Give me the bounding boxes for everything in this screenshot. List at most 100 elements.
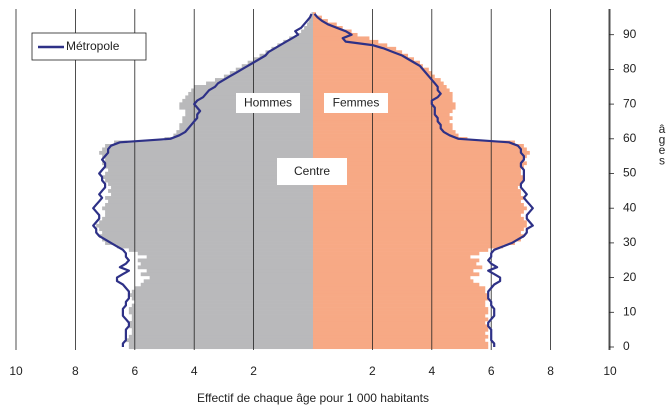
x-tick-label: 6	[488, 364, 495, 378]
x-tick-label: 6	[131, 364, 138, 378]
bar	[131, 317, 313, 322]
bar	[313, 234, 524, 238]
bar	[313, 60, 420, 65]
bar	[102, 230, 313, 235]
bar	[313, 161, 527, 166]
bar	[108, 182, 313, 186]
bar	[313, 241, 515, 245]
bar	[313, 137, 468, 141]
bar	[134, 300, 313, 304]
bar	[313, 286, 486, 291]
bar	[105, 202, 313, 207]
bar	[313, 88, 450, 93]
series-label-box	[236, 93, 300, 113]
bar	[313, 293, 489, 297]
bar	[301, 29, 313, 34]
bar	[105, 241, 313, 245]
bar	[313, 168, 521, 173]
x-axis-label: Effectif de chaque âge pour 1 000 habita…	[197, 391, 429, 405]
series-label-box	[324, 93, 388, 113]
bar	[313, 43, 388, 48]
bar	[259, 53, 313, 58]
bar	[313, 303, 486, 308]
bar	[105, 164, 313, 169]
bar	[99, 150, 313, 155]
bar	[313, 119, 450, 124]
bar	[111, 192, 313, 197]
bar	[313, 310, 489, 315]
bar	[283, 39, 313, 44]
bar	[105, 209, 313, 214]
bar	[313, 255, 471, 259]
bar	[313, 133, 459, 138]
bar	[313, 154, 527, 159]
bar	[131, 331, 313, 336]
bar	[313, 275, 471, 280]
bar	[313, 230, 521, 235]
bar	[313, 147, 527, 152]
bar	[105, 196, 313, 200]
bar	[128, 310, 313, 315]
bar	[313, 36, 370, 41]
bar	[105, 213, 313, 218]
bar	[313, 171, 521, 176]
y-tick-label: 0	[623, 339, 630, 353]
bar	[131, 327, 313, 332]
bar	[313, 289, 486, 294]
bar	[313, 307, 489, 311]
bar	[313, 213, 521, 218]
bar	[149, 275, 313, 280]
bar	[105, 171, 313, 176]
bar	[310, 15, 313, 20]
bar	[128, 324, 313, 329]
bar	[313, 199, 521, 204]
x-tick-label: 2	[250, 364, 257, 378]
bar	[102, 237, 313, 242]
bar	[313, 192, 521, 197]
bar	[313, 282, 480, 287]
bar	[313, 265, 483, 270]
bar	[313, 178, 524, 183]
bar	[313, 345, 489, 350]
bar	[313, 227, 524, 232]
bar	[146, 255, 313, 259]
reference-line	[92, 13, 313, 347]
bar	[116, 244, 313, 249]
bar	[131, 314, 313, 318]
bar	[313, 334, 489, 339]
bar	[313, 327, 489, 332]
bar	[102, 216, 313, 221]
bar	[102, 206, 313, 211]
y-tick-label: 80	[623, 62, 637, 76]
bar	[313, 216, 524, 221]
bar	[102, 147, 313, 152]
y-tick-label: 30	[623, 235, 637, 249]
bar	[128, 341, 313, 346]
bar	[265, 50, 313, 55]
bar	[311, 12, 313, 16]
bar	[114, 140, 313, 145]
bar	[313, 300, 486, 304]
bar	[99, 220, 313, 225]
y-tick-label: 20	[623, 270, 637, 284]
legend-label: Métropole	[66, 39, 120, 53]
bar	[137, 258, 313, 263]
bar	[313, 196, 524, 200]
bar	[313, 261, 477, 266]
bar	[307, 22, 313, 27]
bar	[140, 282, 313, 287]
bar	[179, 126, 313, 131]
bar	[105, 178, 313, 183]
bar	[191, 88, 313, 93]
bar	[304, 26, 313, 30]
x-tick-label: 10	[9, 364, 23, 378]
bar	[313, 258, 480, 263]
bar	[137, 251, 313, 256]
bar	[99, 234, 313, 238]
y-tick-label: 40	[623, 200, 637, 214]
bar	[214, 78, 313, 82]
bar	[313, 50, 403, 55]
bar	[206, 81, 313, 86]
bar	[313, 317, 489, 322]
